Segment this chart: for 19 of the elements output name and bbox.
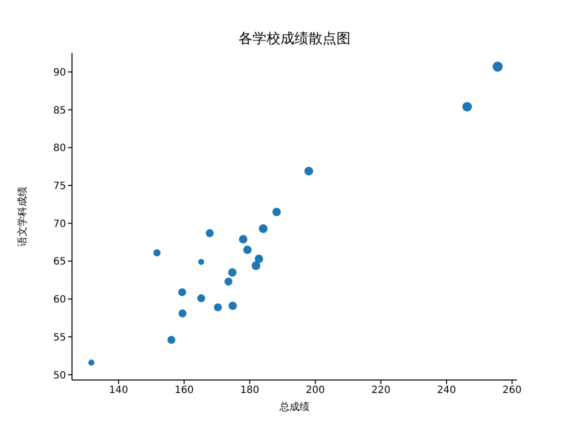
y-tick-label: 90 xyxy=(53,67,66,78)
y-tick-label: 50 xyxy=(53,370,66,382)
y-tick-label: 80 xyxy=(53,143,66,154)
x-tick-label: 200 xyxy=(306,385,325,396)
y-tick-label: 85 xyxy=(53,105,66,116)
y-tick-label: 70 xyxy=(53,218,66,230)
x-tick-label: 160 xyxy=(174,385,194,396)
y-axis-title: 语文学科成绩 xyxy=(16,186,29,246)
y-tick-label: 55 xyxy=(53,332,66,344)
chart-title: 各学校成绩散点图 xyxy=(238,30,352,48)
y-tick-label: 65 xyxy=(53,256,66,268)
x-tick-label: 240 xyxy=(436,385,456,396)
x-tick-label: 220 xyxy=(371,385,390,396)
y-tick-label: 75 xyxy=(53,181,66,192)
x-axis-title: 总成绩 xyxy=(278,401,310,413)
x-tick-label: 140 xyxy=(109,385,128,396)
x-tick-label: 260 xyxy=(502,385,522,396)
x-tick-label: 180 xyxy=(240,385,260,396)
y-tick-label: 60 xyxy=(53,294,66,306)
